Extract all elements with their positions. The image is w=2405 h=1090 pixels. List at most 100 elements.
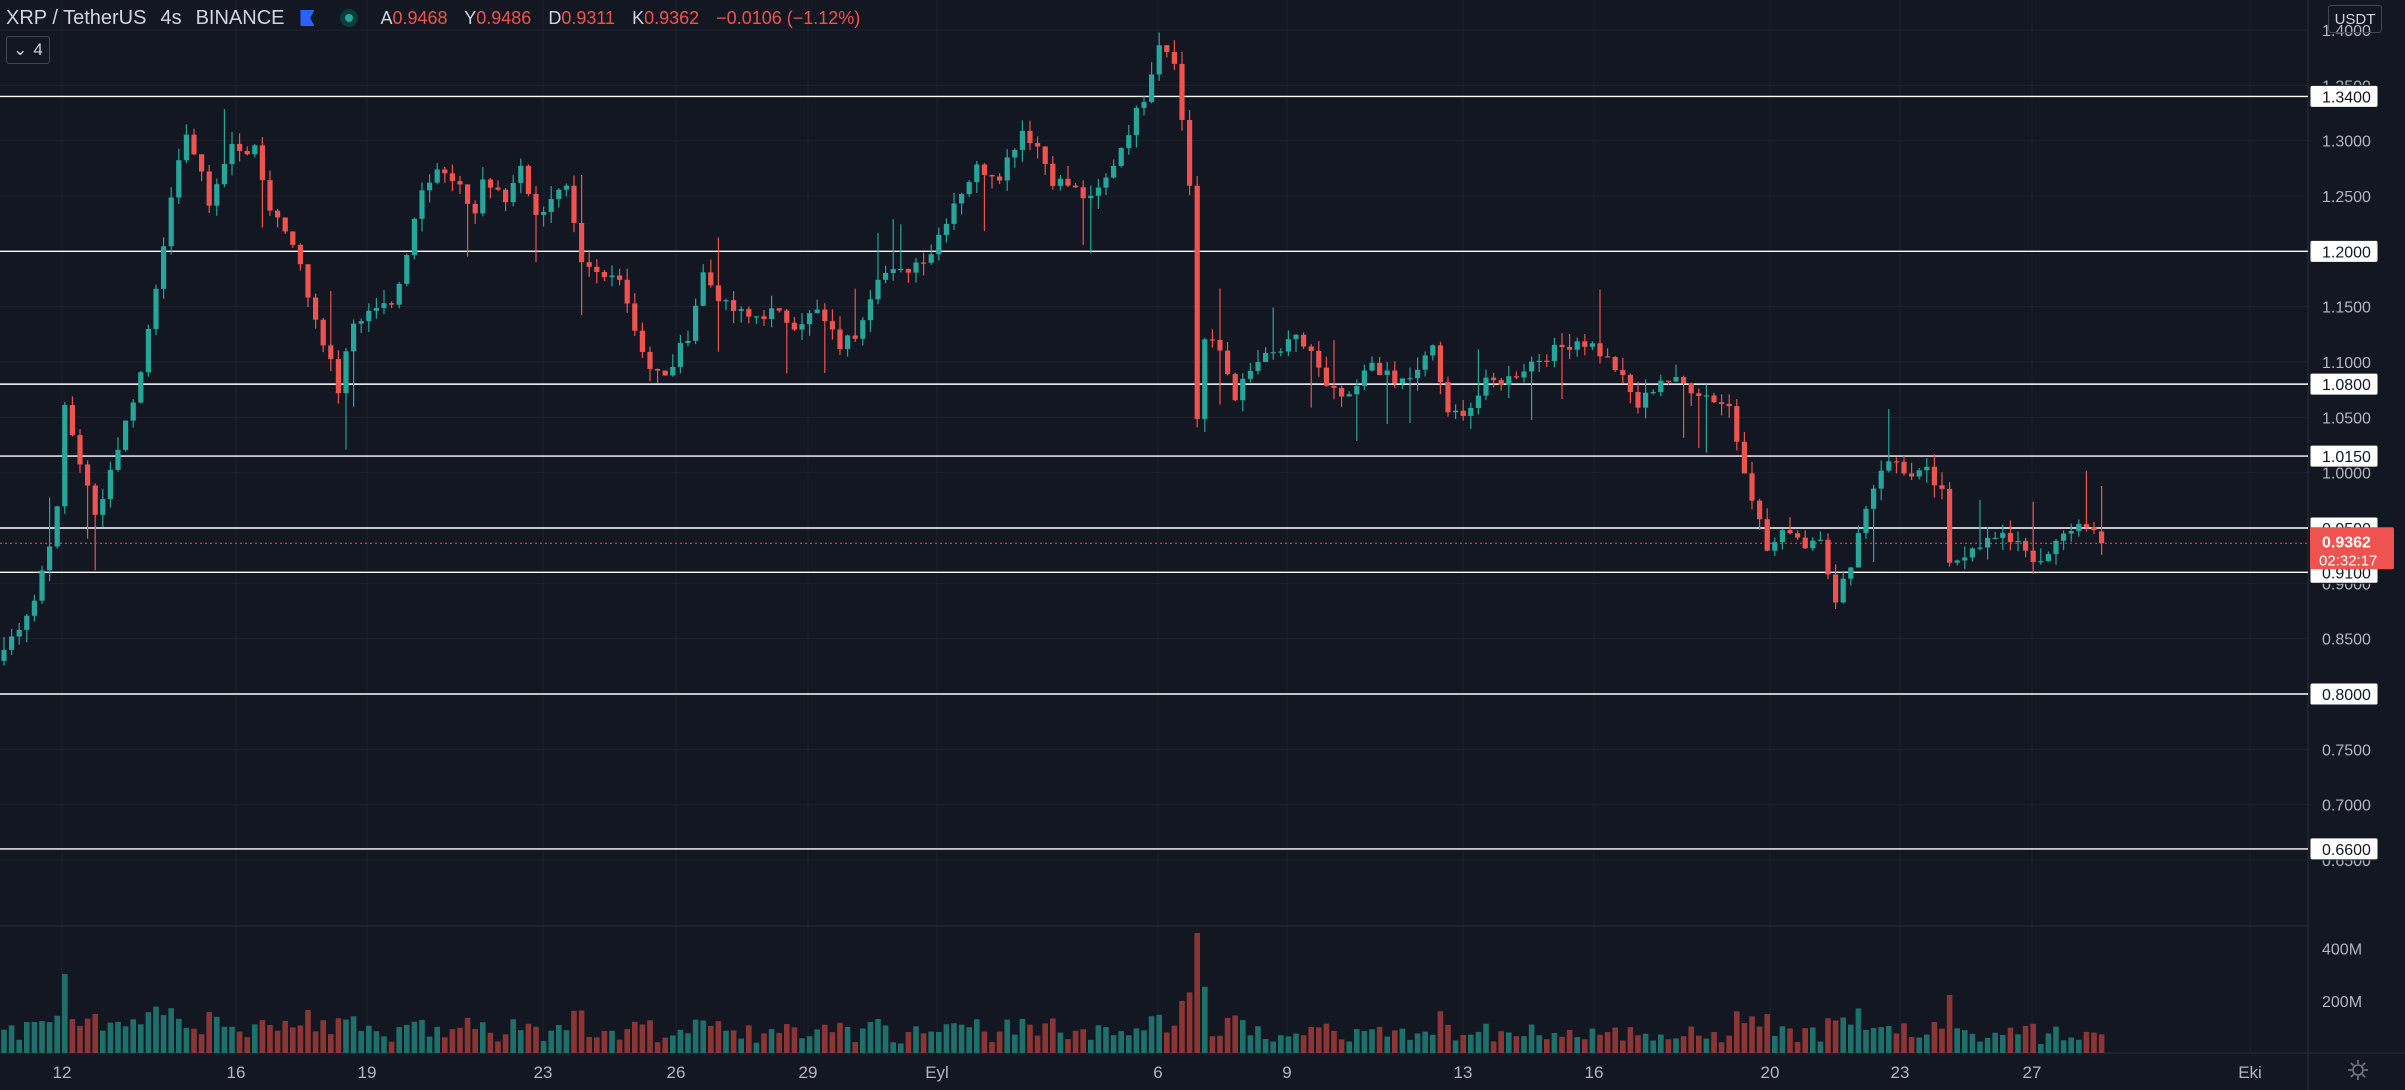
candle-body xyxy=(1004,157,1010,181)
volume-bar xyxy=(1901,1023,1907,1053)
time-tick-label: 19 xyxy=(358,1063,377,1082)
volume-bar xyxy=(1088,1039,1094,1053)
candle-body xyxy=(731,300,737,311)
candle-body xyxy=(1019,130,1025,150)
volume-bar xyxy=(1604,1032,1611,1053)
volume-bar xyxy=(981,1031,988,1053)
volume-bar xyxy=(1369,1029,1375,1053)
candle-body xyxy=(297,244,303,265)
candle-body xyxy=(609,275,615,278)
currency-button[interactable]: USDT xyxy=(2328,5,2382,33)
volume-bar xyxy=(1620,1040,1626,1053)
volume-bar xyxy=(1293,1033,1299,1053)
candle-body xyxy=(997,176,1003,181)
volume-tick-label: 200M xyxy=(2322,994,2362,1011)
candle-body xyxy=(267,180,273,211)
gear-icon[interactable] xyxy=(2346,1058,2370,1082)
ohlc-values: A0.9468 Y0.9486 D0.9311 K0.9362 −0.0106 … xyxy=(380,8,872,29)
volume-bar xyxy=(198,1034,205,1053)
candle-body xyxy=(594,266,600,273)
candle-body xyxy=(373,307,379,311)
volume-bar xyxy=(2045,1033,2052,1053)
indicators-toggle-button[interactable]: ⌄ 4 xyxy=(6,36,50,64)
volume-bar xyxy=(2068,1037,2074,1053)
volume-bar xyxy=(867,1021,874,1053)
volume-bar xyxy=(1156,1014,1162,1053)
candle-body xyxy=(1050,163,1056,186)
volume-bar xyxy=(1680,1036,1687,1053)
volume-bar xyxy=(1308,1026,1314,1053)
candle-body xyxy=(1285,339,1291,352)
price-axis[interactable]: 1.40001.35001.30001.25001.20001.15001.10… xyxy=(2309,23,2394,1011)
candle-body xyxy=(1035,143,1041,147)
candle-body xyxy=(556,189,562,200)
volume-bar xyxy=(1148,1016,1155,1053)
candle-body xyxy=(700,272,706,306)
volume-bar xyxy=(2098,1034,2105,1053)
volume-bar xyxy=(898,1043,904,1053)
candle-body xyxy=(206,171,212,206)
candle-body xyxy=(199,154,205,172)
volume-bar xyxy=(1042,1023,1048,1053)
candle-body xyxy=(1012,149,1018,158)
volume-bar xyxy=(784,1024,790,1053)
level-price-label[interactable] xyxy=(2309,239,2379,263)
candle-body xyxy=(1141,101,1147,108)
candle-body xyxy=(1825,539,1831,575)
interval-label[interactable]: 4s xyxy=(160,6,182,29)
volume-bar xyxy=(860,1028,866,1053)
candle-body xyxy=(685,340,691,344)
symbol-title[interactable]: XRP / TetherUS xyxy=(6,6,147,29)
horizontal-levels[interactable] xyxy=(0,95,2308,850)
volume-bar xyxy=(1544,1039,1550,1053)
candle-body xyxy=(1179,63,1185,120)
candle-body xyxy=(1559,344,1565,348)
candle-body xyxy=(753,316,759,318)
level-price-label[interactable] xyxy=(2309,444,2379,468)
candle-body xyxy=(366,310,372,322)
candle-body xyxy=(1513,376,1519,378)
volume-bar xyxy=(54,1015,60,1053)
volume-bar xyxy=(221,1026,228,1053)
candle-body xyxy=(928,254,934,263)
volume-bar xyxy=(236,1031,243,1053)
candle-body xyxy=(229,143,235,164)
candle-body xyxy=(449,173,455,182)
candle-body xyxy=(1779,530,1785,543)
level-price-label[interactable] xyxy=(2309,84,2379,108)
flag-icon[interactable] xyxy=(300,10,315,26)
candle-body xyxy=(1589,343,1595,347)
level-price-label[interactable] xyxy=(2309,682,2379,706)
volume-bar xyxy=(1072,1030,1079,1053)
volume-bar xyxy=(267,1025,273,1053)
volume-bar xyxy=(1559,1036,1565,1053)
volume-bar xyxy=(122,1026,129,1053)
volume-bar xyxy=(2007,1027,2014,1053)
volume-bar xyxy=(1475,1031,1482,1053)
candle-body xyxy=(252,145,258,155)
level-price-label[interactable] xyxy=(2309,372,2379,396)
candle-body xyxy=(1407,378,1413,380)
candle-body xyxy=(1339,387,1345,397)
volume-bar xyxy=(464,1017,471,1053)
candle-body xyxy=(1962,557,1968,561)
candle-body xyxy=(214,184,220,206)
volume-bar xyxy=(396,1027,402,1053)
volume-bar xyxy=(2083,1031,2090,1053)
volume-bar xyxy=(335,1018,342,1053)
time-axis[interactable]: 12 16 19 23 26 29 Eyl 6 9 13 16 20 23 27 Eki xyxy=(53,1063,2262,1082)
candle-body xyxy=(829,321,835,330)
candle-body xyxy=(1567,347,1573,350)
volume-bar xyxy=(1407,1039,1413,1053)
candle-body xyxy=(145,328,151,373)
candlestick-series xyxy=(1,32,2105,666)
candle-body xyxy=(799,324,805,330)
level-price-label[interactable] xyxy=(2309,837,2379,861)
candle-body xyxy=(1969,548,1975,558)
candle-body xyxy=(305,264,311,298)
volume-bar xyxy=(776,1032,782,1053)
candle-body xyxy=(24,615,30,630)
volume-bar xyxy=(913,1026,919,1053)
candle-body xyxy=(1202,339,1208,419)
